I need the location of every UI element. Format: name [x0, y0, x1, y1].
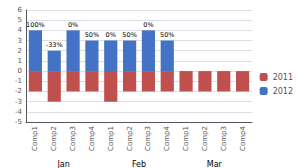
svg-text:0%: 0%: [68, 21, 78, 29]
svg-text:2011: 2011: [273, 73, 293, 82]
svg-text:0: 0: [18, 67, 22, 75]
svg-text:0%: 0%: [106, 31, 116, 39]
svg-text:-5: -5: [15, 118, 22, 126]
svg-text:Comp2: Comp2: [126, 126, 134, 151]
svg-text:Comp4: Comp4: [239, 125, 247, 150]
svg-text:4: 4: [18, 26, 23, 34]
svg-text:2012: 2012: [273, 87, 293, 96]
svg-text:Comp1: Comp1: [107, 126, 115, 151]
svg-text:Feb: Feb: [132, 160, 146, 168]
svg-text:Comp3: Comp3: [220, 126, 228, 151]
svg-text:Jan: Jan: [56, 160, 69, 168]
svg-text:Comp1: Comp1: [31, 126, 39, 151]
svg-text:Mar: Mar: [207, 160, 223, 168]
svg-text:1: 1: [18, 57, 22, 65]
svg-text:-33%: -33%: [46, 41, 63, 49]
svg-text:Comp4: Comp4: [163, 125, 171, 150]
svg-text:50%: 50%: [85, 31, 99, 39]
svg-text:Comp4: Comp4: [88, 125, 96, 150]
svg-text:0%: 0%: [143, 21, 153, 29]
svg-text:Comp2: Comp2: [50, 126, 58, 151]
svg-text:6: 6: [18, 6, 23, 14]
svg-text:50%: 50%: [122, 31, 136, 39]
svg-text:3: 3: [18, 37, 22, 45]
svg-text:5: 5: [18, 16, 22, 24]
svg-text:Comp1: Comp1: [182, 126, 190, 151]
svg-text:50%: 50%: [160, 31, 174, 39]
svg-text:-2: -2: [15, 87, 22, 95]
svg-text:Comp2: Comp2: [201, 126, 209, 151]
svg-text:-4: -4: [15, 108, 23, 116]
svg-text:-3: -3: [15, 98, 22, 106]
svg-text:-1: -1: [15, 77, 22, 85]
svg-text:Comp3: Comp3: [69, 126, 77, 151]
svg-text:2: 2: [18, 47, 22, 55]
svg-text:Comp3: Comp3: [144, 126, 152, 151]
svg-text:100%: 100%: [26, 21, 45, 29]
